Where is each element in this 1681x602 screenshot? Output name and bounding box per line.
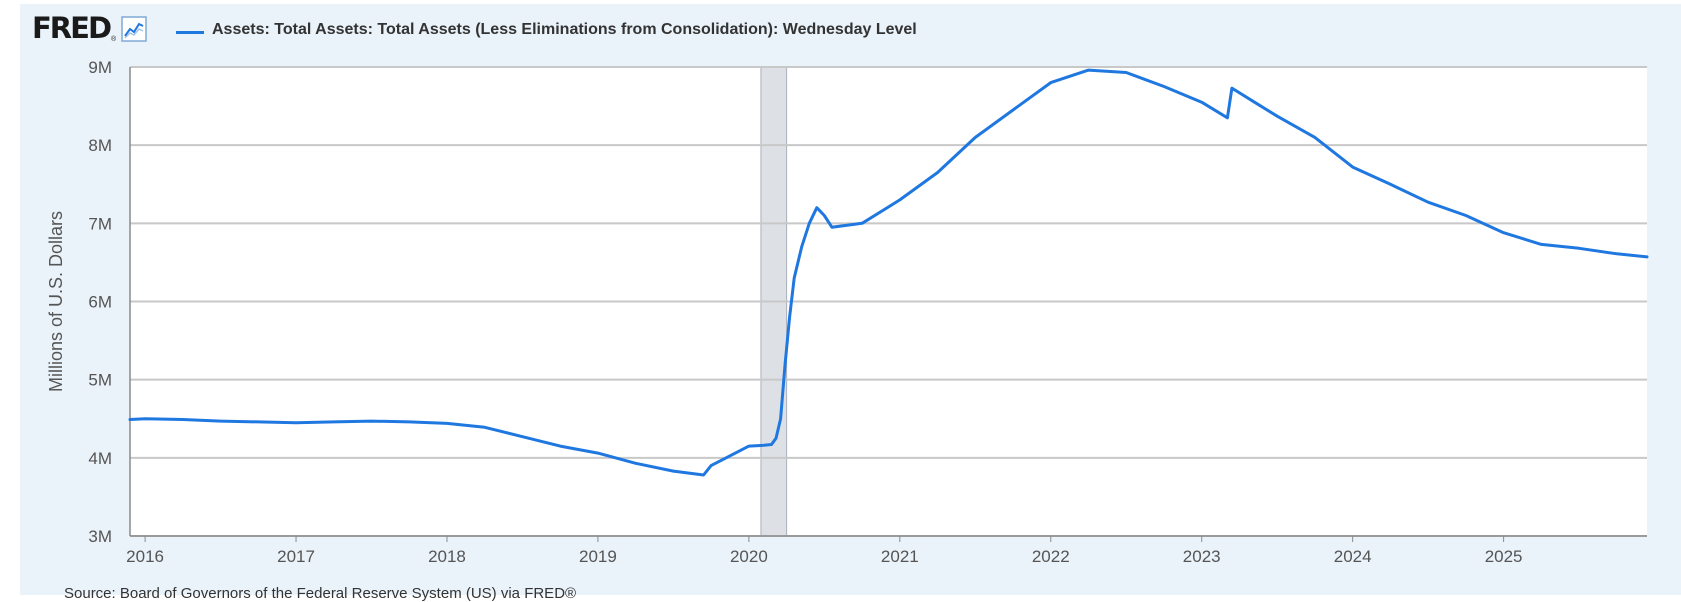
x-tick-label: 2019 (579, 547, 617, 566)
source-note: Source: Board of Governors of the Federa… (64, 585, 577, 602)
x-tick-label: 2018 (428, 547, 466, 566)
legend-label[interactable]: Assets: Total Assets: Total Assets (Less… (212, 21, 917, 38)
series-line (128, 68, 1649, 477)
y-tick-label: 9M (88, 58, 112, 77)
legend-swatch (176, 31, 204, 34)
y-tick-label: 3M (88, 527, 112, 546)
x-tick-label: 2025 (1485, 547, 1523, 566)
y-tick-label: 5M (88, 371, 112, 390)
line-chart-icon[interactable] (121, 15, 147, 42)
fred-logo[interactable]: FRED (32, 11, 112, 45)
x-tick-label: 2023 (1183, 547, 1221, 566)
y-tick-label: 6M (88, 293, 112, 312)
x-tick-label: 2020 (730, 547, 768, 566)
x-tick-label: 2017 (277, 547, 315, 566)
brand[interactable]: FRED ® (32, 14, 147, 43)
fred-logo-registered-mark: ® (111, 36, 117, 43)
y-axis-label: Millions of U.S. Dollars (46, 211, 66, 392)
x-tick-label: 2024 (1334, 547, 1372, 566)
x-tick-label: 2022 (1032, 547, 1070, 566)
y-tick-label: 8M (88, 136, 112, 155)
x-tick-label: 2016 (126, 547, 164, 566)
y-tick-label: 4M (88, 449, 112, 468)
y-tick-label: 7M (88, 214, 112, 233)
x-tick-label: 2021 (881, 547, 919, 566)
